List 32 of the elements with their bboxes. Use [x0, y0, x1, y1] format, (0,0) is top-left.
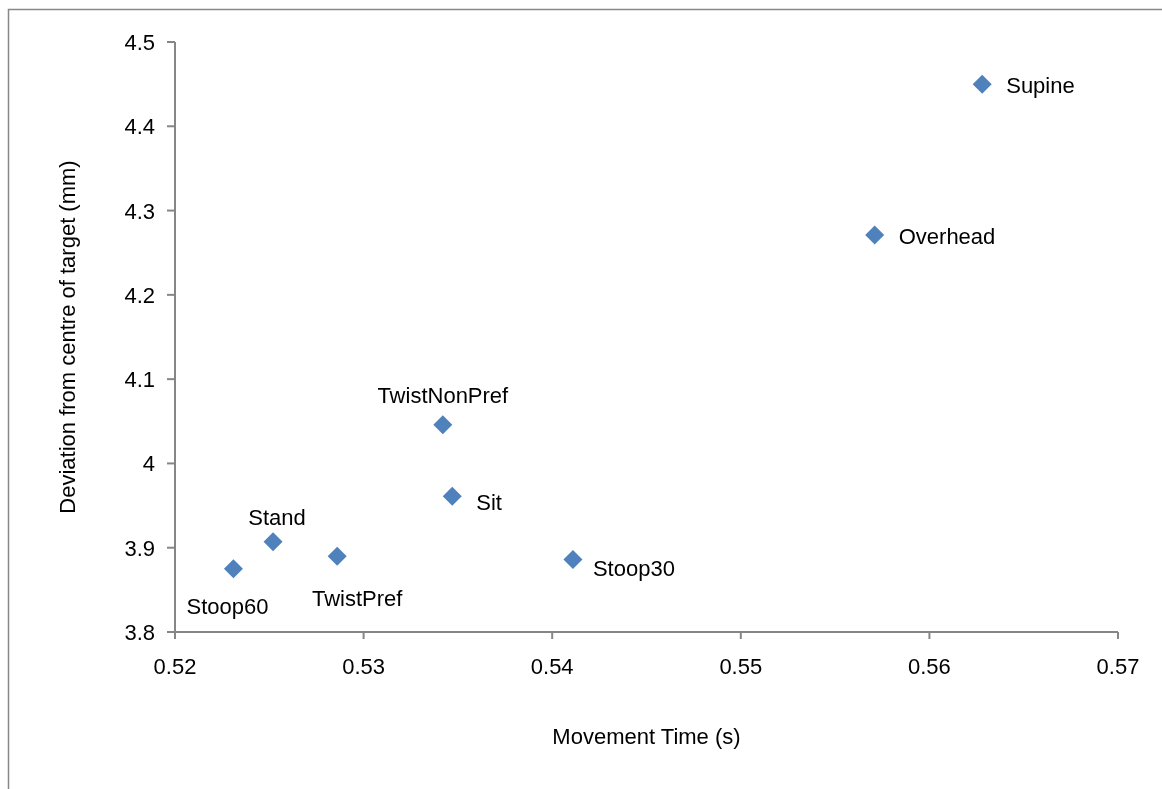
point: [327, 546, 347, 566]
x-axis-title: Movement Time (s): [552, 724, 741, 749]
point: [563, 550, 583, 570]
point: [972, 74, 992, 94]
x-tick-label: 0.56: [907, 654, 951, 679]
x-tick-label: 0.53: [342, 654, 386, 679]
point: [223, 559, 243, 579]
y-tick-label: 4.5: [124, 30, 155, 55]
y-axis-title: Deviation from centre of target (mm): [55, 160, 80, 514]
x-tick-label: 0.54: [530, 654, 574, 679]
y-tick-label: 4.2: [124, 282, 155, 308]
y-tick-label: 4.1: [124, 367, 155, 393]
annotation: Supine: [1006, 73, 1075, 99]
y-tick-label: 4.4: [124, 114, 155, 140]
annotation: TwistPref: [311, 586, 404, 612]
point: [263, 532, 283, 552]
annotation: Stoop60: [186, 593, 269, 619]
annotation: Stoop30: [592, 555, 675, 581]
annotation: TwistNonPref: [377, 382, 510, 408]
x-tick-label: 0.57: [1096, 654, 1140, 679]
y-tick-label: 3.8: [124, 620, 155, 645]
annotation: Sit: [476, 490, 502, 516]
point: [442, 486, 462, 506]
point: [865, 225, 885, 245]
y-tick-label: 3.9: [124, 535, 155, 561]
y-tick-label: 4: [142, 451, 155, 477]
x-tick-label: 0.52: [153, 654, 197, 679]
y-tick-label: 4.3: [124, 198, 155, 224]
point: [433, 415, 453, 435]
x-tick-label: 0.55: [719, 654, 763, 679]
annotation: Overhead: [898, 224, 996, 250]
annotation: Stand: [248, 504, 306, 530]
